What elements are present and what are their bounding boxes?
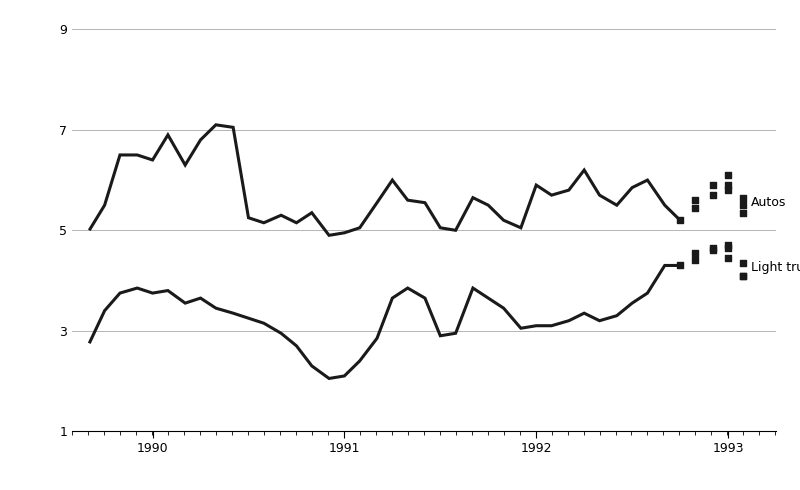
Point [689,196,702,204]
Point [722,171,734,179]
Point [722,242,734,249]
Point [737,259,750,267]
Point [706,246,719,254]
Point [737,271,750,279]
Point [674,217,686,224]
Point [722,254,734,262]
Point [737,209,750,217]
Point [706,181,719,189]
Point [689,249,702,257]
Point [737,271,750,279]
Point [722,244,734,252]
Point [722,181,734,189]
Text: Autos: Autos [751,196,786,209]
Point [722,186,734,194]
Point [706,191,719,199]
Point [737,201,750,209]
Point [706,244,719,252]
Point [689,204,702,212]
Text: Light trucks: Light trucks [751,262,800,274]
Point [674,262,686,270]
Point [737,194,750,201]
Point [689,257,702,265]
